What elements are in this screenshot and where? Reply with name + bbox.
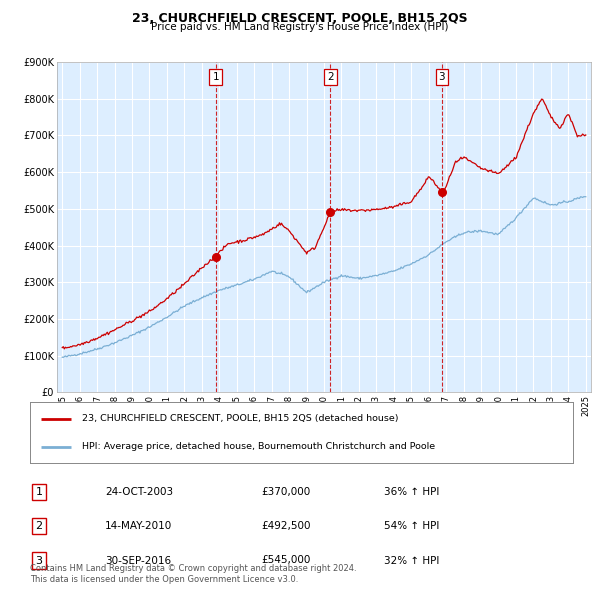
Text: 1: 1 xyxy=(212,72,219,82)
Text: 23, CHURCHFIELD CRESCENT, POOLE, BH15 2QS (detached house): 23, CHURCHFIELD CRESCENT, POOLE, BH15 2Q… xyxy=(82,414,398,423)
Text: 36% ↑ HPI: 36% ↑ HPI xyxy=(384,487,439,497)
Text: This data is licensed under the Open Government Licence v3.0.: This data is licensed under the Open Gov… xyxy=(30,575,298,584)
Text: 2: 2 xyxy=(35,522,43,531)
Text: 14-MAY-2010: 14-MAY-2010 xyxy=(105,522,172,531)
Text: £370,000: £370,000 xyxy=(261,487,310,497)
Text: £545,000: £545,000 xyxy=(261,556,310,565)
Text: 23, CHURCHFIELD CRESCENT, POOLE, BH15 2QS: 23, CHURCHFIELD CRESCENT, POOLE, BH15 2Q… xyxy=(132,12,468,25)
Text: 54% ↑ HPI: 54% ↑ HPI xyxy=(384,522,439,531)
Text: 24-OCT-2003: 24-OCT-2003 xyxy=(105,487,173,497)
Text: 30-SEP-2016: 30-SEP-2016 xyxy=(105,556,171,565)
Text: £492,500: £492,500 xyxy=(261,522,311,531)
Text: 3: 3 xyxy=(439,72,445,82)
Text: Contains HM Land Registry data © Crown copyright and database right 2024.: Contains HM Land Registry data © Crown c… xyxy=(30,565,356,573)
Text: 2: 2 xyxy=(327,72,334,82)
Text: HPI: Average price, detached house, Bournemouth Christchurch and Poole: HPI: Average price, detached house, Bour… xyxy=(82,442,435,451)
Text: 3: 3 xyxy=(35,556,43,565)
Text: 32% ↑ HPI: 32% ↑ HPI xyxy=(384,556,439,565)
Text: Price paid vs. HM Land Registry's House Price Index (HPI): Price paid vs. HM Land Registry's House … xyxy=(151,22,449,32)
Text: 1: 1 xyxy=(35,487,43,497)
